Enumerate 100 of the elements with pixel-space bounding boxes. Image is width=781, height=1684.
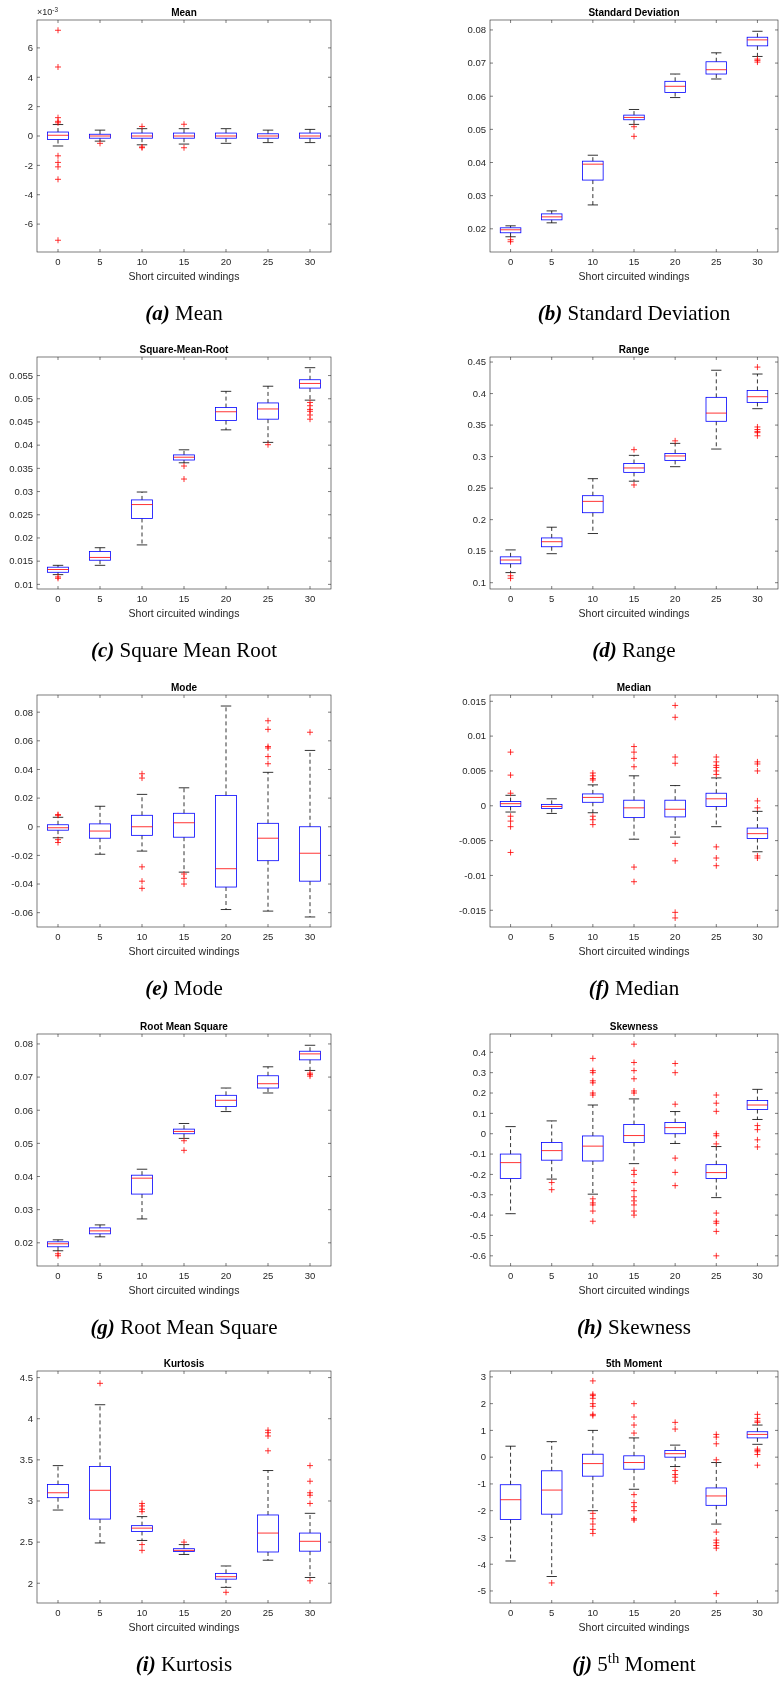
chart-title: Median: [616, 682, 652, 693]
y-tick-label: 2: [27, 1577, 33, 1589]
y-tick-label: 0.06: [467, 90, 486, 102]
x-tick-label: 20: [669, 1607, 681, 1618]
x-tick-label: 30: [304, 1270, 316, 1281]
x-tick-label: 20: [220, 931, 232, 942]
y-tick-label: 0: [480, 1451, 486, 1463]
y-tick-label: -0.3: [469, 1189, 486, 1201]
x-tick-label: 10: [136, 1270, 148, 1281]
x-tick-label: 25: [262, 256, 274, 267]
x-tick-label: 5: [549, 593, 555, 604]
text: ×10$^{-3}$: [37, 5, 59, 17]
x-tick-label: 30: [752, 931, 763, 942]
x-tick-label: 20: [220, 256, 232, 267]
x-axis-title: Short circuited windings: [128, 1621, 240, 1633]
text: (d) Range: [592, 638, 676, 662]
y-tick-label: -0.1: [469, 1148, 486, 1160]
x-tick-label: 10: [136, 256, 148, 267]
y-tick-label: 0.06: [14, 735, 33, 747]
x-tick-label: 20: [669, 1270, 681, 1281]
x-tick-label: 25: [711, 1607, 722, 1618]
y-tick-label: 0.04: [467, 156, 486, 168]
x-tick-label: 20: [220, 1607, 232, 1618]
y-tick-label: 0.005: [462, 765, 486, 777]
y-tick-label: -0.01: [464, 869, 486, 881]
y-tick-label: 0.02: [467, 223, 486, 235]
x-tick-label: 25: [711, 256, 722, 267]
y-tick-label: -0.4: [469, 1209, 486, 1221]
y-tick-label: 0.02: [14, 792, 33, 804]
chart-title: 5th Moment: [605, 1358, 663, 1369]
chart-title: Skewness: [609, 1021, 659, 1032]
x-tick-label: 25: [262, 593, 274, 604]
x-axis-title: Short circuited windings: [128, 1284, 240, 1296]
x-tick-label: 5: [549, 931, 555, 942]
y-tick-label: 4.5: [19, 1371, 33, 1383]
y-tick-label: 0.045: [9, 416, 33, 428]
x-tick-label: 15: [178, 593, 190, 604]
y-tick-label: 0.05: [467, 123, 486, 135]
text: (b) Standard Deviation: [537, 301, 731, 325]
x-tick-label: 5: [97, 256, 103, 267]
x-tick-label: 10: [136, 1607, 148, 1618]
y-tick-label: 0.1: [472, 577, 486, 589]
y-tick-label: 3: [480, 1371, 486, 1383]
x-tick-label: 20: [669, 256, 681, 267]
x-tick-label: 30: [304, 931, 316, 942]
x-tick-label: 25: [262, 1607, 274, 1618]
y-tick-label: 0.04: [14, 1170, 33, 1182]
x-tick-label: 10: [136, 931, 148, 942]
x-tick-label: 5: [549, 1270, 555, 1281]
y-tick-label: 0.35: [467, 419, 486, 431]
x-tick-label: 20: [220, 593, 232, 604]
x-tick-label: 5: [97, 1607, 103, 1618]
y-tick-label: -0.015: [459, 904, 486, 916]
x-axis-title: Short circuited windings: [578, 1284, 690, 1296]
y-tick-label: 0.4: [472, 1046, 486, 1058]
y-tick-label: 1: [480, 1424, 486, 1436]
x-tick-label: 15: [628, 1607, 640, 1618]
y-tick-label: -5: [477, 1585, 486, 1597]
y-tick-label: -0.02: [11, 849, 33, 861]
y-tick-label: -0.6: [469, 1250, 486, 1262]
y-tick-label: 3.5: [19, 1454, 33, 1466]
chart-title: Square-Mean-Root: [139, 344, 230, 355]
y-tick-label: 0.3: [472, 450, 486, 462]
y-tick-label: -0.04: [11, 878, 33, 890]
y-tick-label: 0.07: [467, 57, 486, 69]
y-tick-label: 0.15: [467, 545, 486, 557]
y-tick-label: 6: [27, 42, 33, 54]
x-axis-title: Short circuited windings: [578, 1621, 690, 1633]
y-tick-label: 2: [27, 100, 33, 112]
y-tick-label: -3: [477, 1531, 486, 1543]
x-tick-label: 15: [178, 1607, 190, 1618]
x-tick-label: 25: [711, 931, 722, 942]
x-tick-label: 30: [304, 256, 316, 267]
text: (f) Median: [588, 976, 680, 1000]
y-tick-label: 0.3: [472, 1066, 486, 1078]
y-tick-label: 0.05: [14, 393, 33, 405]
y-tick-label: 0.06: [14, 1104, 33, 1116]
y-tick-label: 0.45: [467, 356, 486, 368]
y-tick-label: 0.055: [9, 369, 33, 381]
y-tick-label: -2: [24, 159, 33, 171]
text: (a) Mean: [145, 301, 224, 325]
x-tick-label: 5: [549, 256, 555, 267]
x-tick-label: 0: [55, 1270, 61, 1281]
x-axis-title: Short circuited windings: [578, 270, 690, 282]
y-tick-label: 0: [27, 130, 33, 142]
y-tick-label: 0.2: [472, 1087, 486, 1099]
y-tick-label: 0.01: [14, 578, 33, 590]
x-tick-label: 30: [304, 1607, 316, 1618]
y-tick-label: 0.015: [462, 695, 486, 707]
x-tick-label: 25: [711, 1270, 722, 1281]
chart-title: Range: [618, 344, 650, 355]
text: (j) 5$^{th}$ Moment: [572, 1650, 696, 1676]
y-tick-label: 0.015: [9, 555, 33, 567]
x-tick-label: 15: [628, 931, 640, 942]
x-tick-label: 5: [97, 931, 103, 942]
x-tick-label: 5: [549, 1607, 555, 1618]
y-tick-label: 0.025: [9, 509, 33, 521]
x-tick-label: 0: [507, 931, 514, 942]
x-tick-label: 25: [262, 931, 274, 942]
x-tick-label: 30: [304, 593, 316, 604]
